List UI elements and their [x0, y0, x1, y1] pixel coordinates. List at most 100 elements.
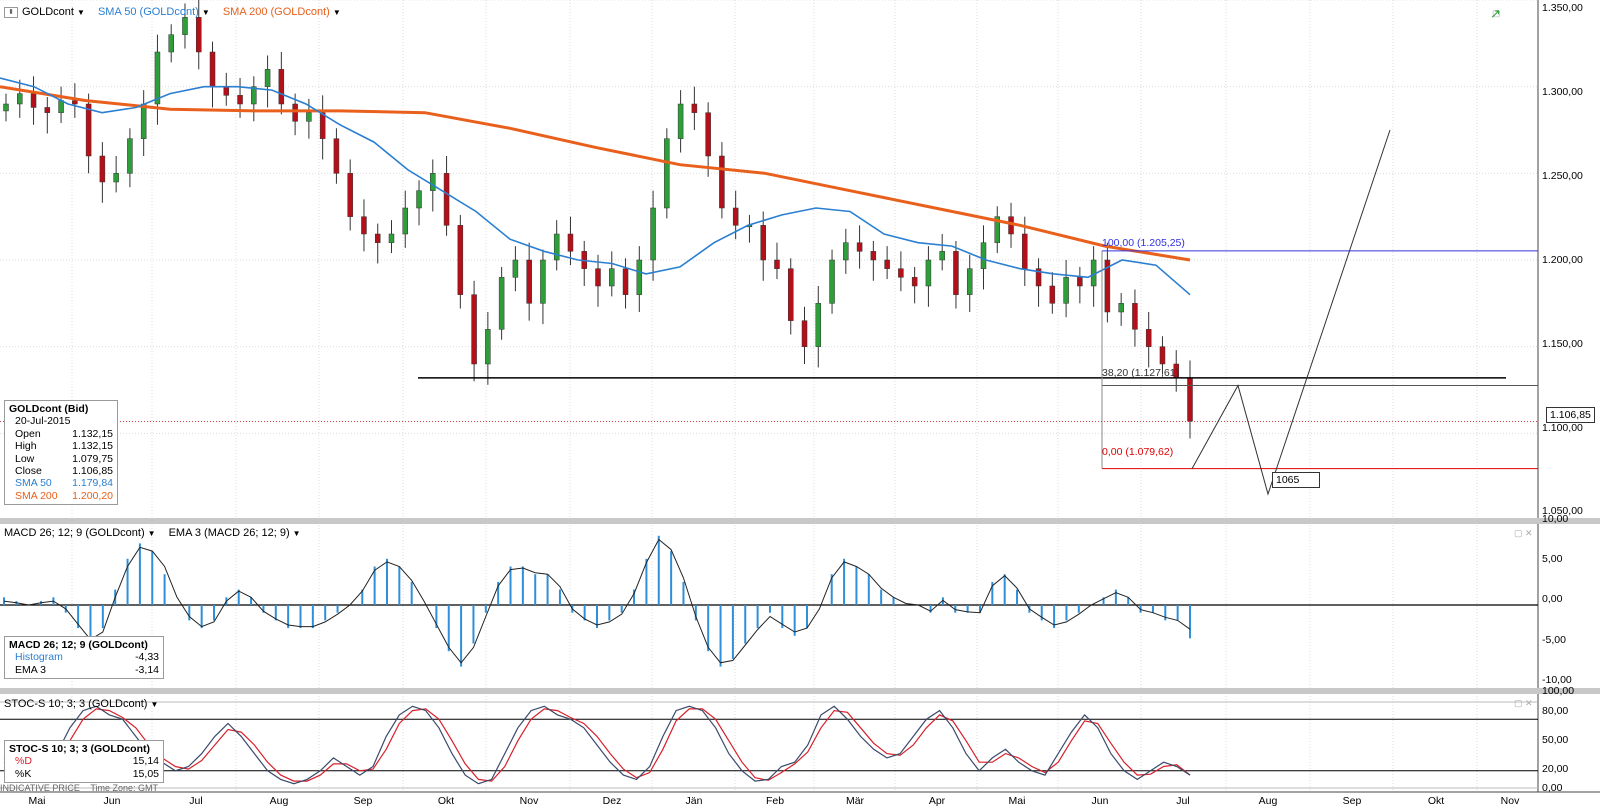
month-label: Okt	[437, 795, 455, 807]
candle-body	[127, 138, 133, 174]
chevron-down-icon[interactable]: ▼	[292, 529, 301, 538]
panel-maximize-icon[interactable]: ▢ ✕	[1514, 528, 1533, 538]
candle-body	[140, 103, 147, 139]
candle-body	[622, 268, 629, 295]
info-value: 15,05	[132, 767, 159, 780]
info-value: 1.106,85	[72, 465, 113, 478]
info-value: 1.200,20	[72, 489, 113, 502]
candle-body	[595, 268, 601, 287]
info-value: 15,14	[132, 755, 159, 768]
chevron-down-icon[interactable]: ▼	[150, 700, 159, 709]
info-label: SMA 200	[15, 489, 58, 502]
month-label: Aug	[269, 795, 289, 807]
candle-body	[540, 259, 546, 304]
info-label: Close	[15, 465, 42, 478]
candle-body	[471, 294, 477, 365]
candle-body	[553, 233, 560, 261]
sma50-legend: SMA 50 (GOLDcont)	[97, 6, 199, 18]
candle-body	[884, 259, 890, 269]
month-label: Jän	[685, 795, 703, 807]
info-label: Low	[15, 452, 35, 465]
price-tick: 1.100,00	[1542, 422, 1583, 434]
candle-body	[30, 93, 37, 108]
price-tick: 1.200,00	[1542, 254, 1583, 266]
stoch-k-line	[3, 705, 1191, 785]
candle-body	[58, 100, 64, 113]
candle-body	[677, 103, 684, 139]
month-label: Okt	[1427, 795, 1445, 807]
macd-tick: 5,00	[1542, 553, 1563, 565]
info-value: -3,14	[135, 663, 159, 676]
candle-body	[195, 17, 202, 53]
panel-separators	[0, 0, 1600, 793]
candle-body	[1063, 277, 1069, 304]
candle-body	[732, 207, 739, 226]
month-label: Jul	[1176, 795, 1190, 807]
candle-body	[705, 112, 711, 157]
macd-header[interactable]: MACD 26; 12; 9 (GOLDcont) ▼ EMA 3 (MACD 2…	[4, 527, 301, 539]
panel-maximize-icon[interactable]: ▢ ✕	[1514, 698, 1533, 708]
candle-body	[719, 155, 725, 209]
chevron-down-icon[interactable]: ▼	[201, 8, 210, 17]
stoch-header[interactable]: STOC-S 10; 3; 3 (GOLDcont) ▼	[4, 698, 158, 710]
timezone-label: Time Zone: GMT	[90, 783, 159, 793]
month-label: Sep	[1342, 795, 1362, 807]
month-label: Sep	[353, 795, 373, 807]
candle-body	[361, 216, 367, 235]
candle-body	[650, 207, 656, 261]
info-value: 1.179,84	[72, 477, 113, 490]
candle-body	[691, 103, 698, 113]
candle-body	[498, 277, 505, 330]
candle-body	[251, 86, 257, 105]
candle-body	[113, 173, 119, 183]
candle-body	[264, 69, 271, 87]
stoch-tick: 100,00	[1542, 685, 1575, 697]
candle-body	[664, 138, 670, 209]
candle-body	[856, 242, 863, 252]
price-panel	[0, 0, 1538, 496]
month-label: Mai	[28, 795, 46, 807]
candle-body	[980, 242, 987, 269]
candle-body	[278, 69, 285, 105]
candle-body	[953, 251, 959, 295]
footer-note: INDICATIVE PRICE Time Zone: GMT	[0, 783, 158, 793]
candle-body	[925, 259, 932, 287]
fib-0-label: 0,00 (1.079,62)	[1102, 446, 1174, 458]
candle-body	[829, 259, 835, 304]
stoch-legend: STOC-S 10; 3; 3 (GOLDcont)	[4, 698, 148, 710]
sma200-legend: SMA 200 (GOLDcont)	[222, 6, 330, 18]
candle-body	[636, 259, 643, 295]
instrument-header[interactable]: ▮ GOLDcont ▼ SMA 50 (GOLDcont) ▼ SMA 200 (G…	[4, 6, 341, 18]
chevron-down-icon[interactable]: ▼	[147, 529, 156, 538]
info-label: %D	[15, 755, 32, 768]
panel-divider	[0, 688, 1600, 694]
candle-body	[72, 100, 78, 105]
candle-body	[485, 329, 491, 365]
candle-body	[306, 112, 312, 122]
candle-body	[85, 103, 92, 157]
stoch-tick: 0,00	[1542, 782, 1563, 794]
candle-body	[319, 112, 326, 139]
target-label: 1065	[1272, 472, 1320, 488]
symbol-icon: ▮	[4, 6, 18, 18]
candle-body	[223, 86, 230, 96]
candle-body	[994, 216, 1001, 243]
stoch-tick: 50,00	[1542, 734, 1569, 746]
candle-body	[1077, 277, 1083, 287]
maximize-icon[interactable]: ▢	[1492, 8, 1501, 18]
info-date: 20-Jul-2015	[15, 415, 71, 428]
info-value: 1.132,15	[72, 440, 113, 453]
info-label: Histogram	[15, 651, 63, 664]
fib-100-label: 100,00 (1.205,25)	[1102, 237, 1185, 249]
macd-info-title: MACD 26; 12; 9 (GOLDcont)	[9, 639, 148, 651]
candle-body	[416, 190, 422, 209]
candle-body	[1159, 346, 1166, 365]
candle-body	[443, 173, 450, 226]
month-label: Nov	[519, 795, 539, 807]
month-label: Feb	[765, 795, 785, 807]
trend-up-icon[interactable]: ↗	[1490, 6, 1501, 21]
chevron-down-icon[interactable]: ▼	[76, 8, 85, 17]
chevron-down-icon[interactable]: ▼	[332, 8, 341, 17]
candle-body	[1132, 303, 1138, 330]
